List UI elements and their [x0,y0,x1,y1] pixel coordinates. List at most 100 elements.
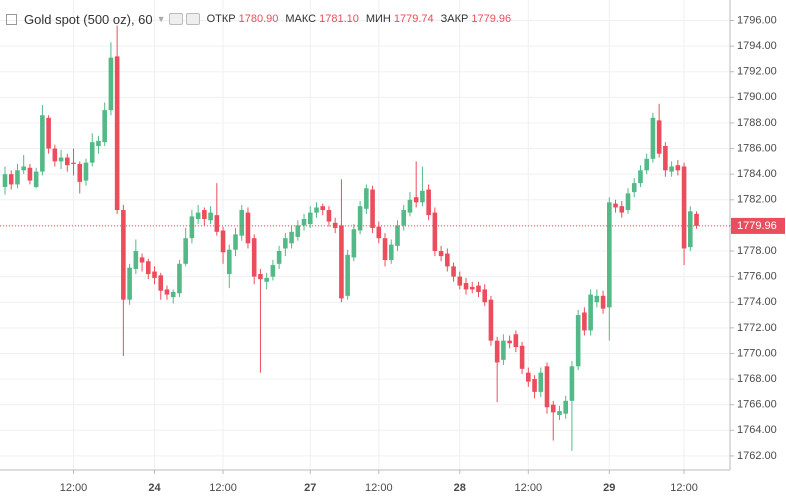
candle-body [575,315,581,367]
candle-body [494,340,500,363]
candle-body [669,166,674,172]
candle-body [46,117,51,149]
candle-body [276,251,282,264]
candle-body [339,225,344,299]
y-tick-label: 1770.00 [737,347,777,359]
candle-body [557,411,562,415]
candle-body [15,170,20,185]
candle-body [663,145,668,171]
candle-body [469,286,475,290]
candle-body [631,183,637,193]
candle-body [445,253,450,267]
candle-body [320,206,326,211]
candle-body [214,215,220,232]
candle-body [8,174,14,185]
candle-body [407,199,413,213]
candles [2,25,699,451]
y-tick-label: 1778.00 [737,245,777,257]
y-tick-label: 1776.00 [737,271,777,283]
candle-body [220,230,226,253]
candle-body [233,234,238,250]
candle-body [326,210,332,222]
candle-body [239,210,245,236]
last-price-label: 1779.96 [737,220,777,232]
x-tick-label: 12:00 [365,482,393,494]
candle-body [127,267,132,300]
eye-icon[interactable] [168,13,183,25]
candle-body [139,257,145,263]
candle-body [594,295,600,303]
ohlc-name: МИН [365,13,391,25]
ohlc-name: ОТКР [206,13,236,25]
candle-body [451,266,456,277]
x-tick-label: 24 [148,482,161,494]
candle-body [102,110,107,143]
candle-body [77,163,83,182]
candle-body [170,291,176,298]
x-tick-label: 12:00 [515,482,543,494]
candle-body [457,276,463,286]
y-tick-label: 1774.00 [737,296,777,308]
candle-body [438,251,444,257]
y-tick-label: 1784.00 [737,168,777,180]
candle-body [476,285,481,292]
candle-body [245,212,251,244]
candle-body [625,193,631,211]
candle-body [289,231,294,244]
dropdown-arrow[interactable]: ▼ [156,14,166,24]
y-tick-label: 1788.00 [737,117,777,129]
candle-body [370,189,375,228]
candle-body [96,140,101,146]
candle-body [426,189,431,216]
candle-body [538,372,544,392]
x-tick-label: 12:00 [670,482,698,494]
x-tick-label: 27 [304,482,316,494]
candle-body [21,166,26,171]
ohlc-value: 1779.74 [393,13,434,25]
candle-body [420,190,425,203]
candle-body [158,275,164,291]
candle-body [656,120,662,154]
x-tick-label: 29 [603,482,615,494]
candle-body [133,251,139,269]
candle-body [413,197,419,203]
candle-body [2,174,8,187]
candle-body [569,366,575,401]
candle-body [613,203,618,208]
candle-body [226,249,232,275]
candle-body [145,261,151,275]
candle-body [314,207,319,213]
y-tick-label: 1768.00 [737,373,777,385]
candle-body [395,225,400,246]
candle-body [364,188,369,209]
candle-body [121,210,126,300]
candle-body [600,295,606,309]
candle-body [152,271,157,278]
y-tick-label: 1766.00 [737,399,777,411]
candle-body [376,226,382,239]
settings-icon[interactable] [185,13,200,25]
candle-body [357,206,363,231]
ohlc-name: МАКС [285,13,317,25]
candle-body [463,283,469,290]
candle-body [501,340,506,360]
y-tick-label: 1782.00 [737,194,777,206]
candle-body [270,265,276,277]
candle-body [40,115,45,172]
legend-header: Gold spot (500 oz), 60 ▼ ОТКР 1780.90 МАК… [0,9,511,29]
ohlc-name: ЗАКР [440,13,469,25]
candle-body [177,263,182,294]
candle-body [258,274,263,280]
candle-body [33,171,39,187]
candle-body [388,244,394,260]
y-tick-label: 1786.00 [737,142,777,154]
candle-body [189,216,195,239]
collapse-icon[interactable] [6,13,17,25]
candle-body [264,277,269,282]
candle-body [519,345,525,369]
candle-body [513,334,519,348]
candle-body [65,157,70,166]
candle-body [488,299,494,341]
